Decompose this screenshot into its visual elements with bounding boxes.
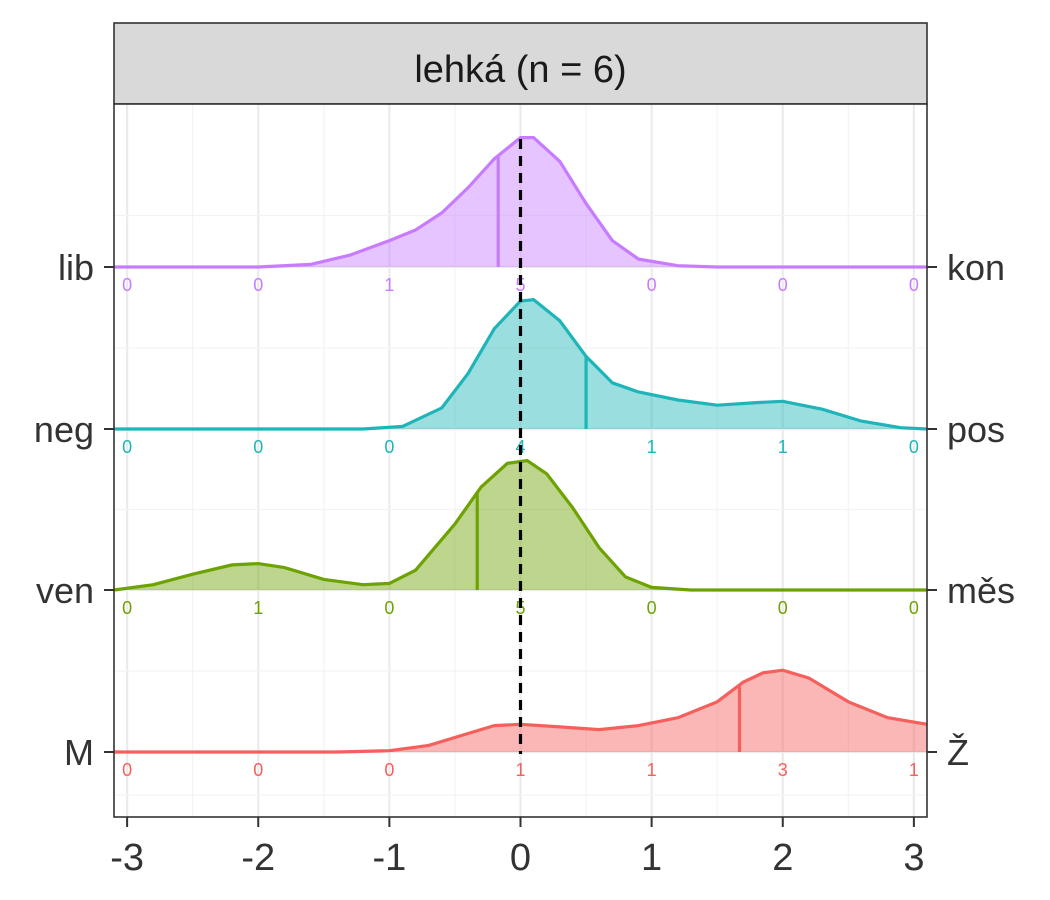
left-label-neg: neg [34, 409, 94, 450]
density-area [114, 460, 927, 590]
count-label: 0 [122, 275, 132, 295]
count-label: 0 [909, 437, 919, 457]
count-label: 1 [909, 760, 919, 780]
density-line [114, 136, 927, 269]
count-label: 0 [778, 275, 788, 295]
count-label: 0 [384, 437, 394, 457]
count-label: 1 [647, 437, 657, 457]
count-label: 0 [778, 598, 788, 618]
left-label-lib: lib [58, 247, 94, 288]
count-label: 1 [384, 275, 394, 295]
right-label-měs: měs [947, 570, 1015, 611]
x-tick-label: 1 [641, 837, 662, 879]
density-area [114, 137, 927, 267]
right-label-Ž: Ž [947, 732, 969, 773]
count-label: 0 [647, 598, 657, 618]
count-label: 0 [253, 275, 263, 295]
density-area [114, 670, 927, 752]
x-tick-label: 2 [772, 837, 793, 879]
left-label-M: M [64, 732, 94, 773]
count-label: 0 [122, 437, 132, 457]
count-label: 1 [253, 598, 263, 618]
x-tick-label: -2 [241, 837, 275, 879]
ridge-M-Ž: 0 0 0 1 1 3 1 [114, 668, 928, 780]
count-label: 0 [909, 598, 919, 618]
count-label: 0 [253, 437, 263, 457]
x-tick-label: 0 [510, 837, 531, 879]
facet-title: lehká (n = 6) [414, 49, 626, 91]
x-tick-label: -3 [110, 837, 144, 879]
count-label: 0 [909, 275, 919, 295]
count-label: 0 [122, 760, 132, 780]
count-label: 3 [778, 760, 788, 780]
count-label: 1 [647, 760, 657, 780]
count-label: 1 [778, 437, 788, 457]
count-label: 0 [647, 275, 657, 295]
count-label: 0 [253, 760, 263, 780]
x-tick-label: -1 [372, 837, 406, 879]
count-label: 0 [122, 598, 132, 618]
count-label: 0 [384, 760, 394, 780]
count-label: 0 [384, 598, 394, 618]
x-tick-label: 3 [903, 837, 924, 879]
right-label-pos: pos [947, 409, 1005, 450]
right-label-kon: kon [947, 247, 1005, 288]
count-label: 1 [515, 760, 525, 780]
axes: -3 -2 -1 0 1 2 3 lib kon neg pos ven měs M Ž [34, 247, 1015, 879]
density-line [114, 668, 928, 754]
facet-strip [113, 22, 928, 105]
density-line [114, 297, 928, 431]
left-label-ven: ven [36, 570, 94, 611]
density-line [113, 458, 927, 592]
